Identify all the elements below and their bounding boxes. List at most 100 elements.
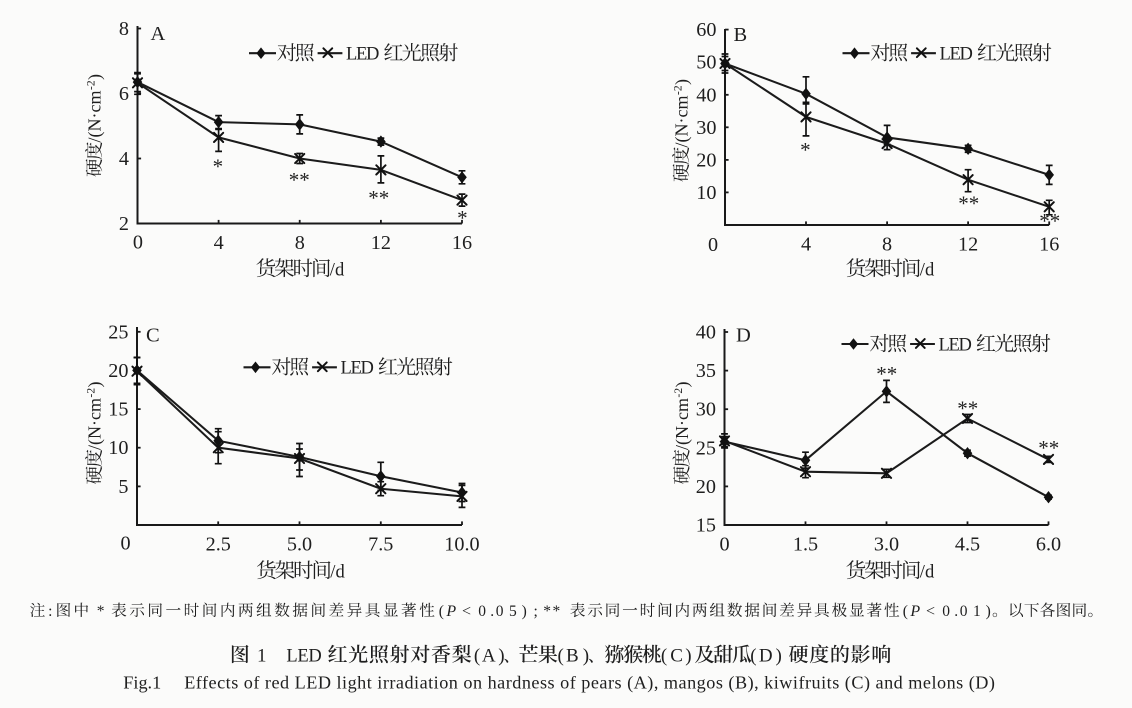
svg-text:30: 30 xyxy=(696,399,716,421)
svg-text:/(N·cm: /(N·cm xyxy=(672,398,693,450)
svg-text:*: * xyxy=(457,206,468,230)
svg-text:25: 25 xyxy=(108,321,128,343)
svg-text:**: ** xyxy=(289,168,310,192)
svg-text:*: * xyxy=(97,603,105,620)
svg-text:6.0: 6.0 xyxy=(1036,534,1061,556)
svg-text:**: ** xyxy=(543,603,562,620)
svg-text:-2: -2 xyxy=(86,388,98,398)
svg-text:5: 5 xyxy=(509,603,517,620)
svg-text:): ) xyxy=(685,646,691,667)
svg-text:0: 0 xyxy=(708,234,718,256)
svg-text:): ) xyxy=(986,603,991,620)
svg-text:0: 0 xyxy=(478,603,486,620)
svg-text:/d: /d xyxy=(330,260,345,281)
svg-text:D: D xyxy=(759,646,773,667)
svg-text:): ) xyxy=(522,603,527,620)
svg-text:*: * xyxy=(800,138,811,162)
svg-text:/(N·cm: /(N·cm xyxy=(672,96,693,148)
svg-text:15: 15 xyxy=(696,515,716,537)
svg-text:8: 8 xyxy=(119,18,129,40)
svg-text:(: ( xyxy=(661,646,667,667)
svg-text:8: 8 xyxy=(295,232,305,254)
svg-text:<: < xyxy=(926,603,935,620)
svg-text:0: 0 xyxy=(960,603,968,620)
svg-text:20: 20 xyxy=(108,360,128,382)
svg-text:-2: -2 xyxy=(86,80,98,90)
svg-text:60: 60 xyxy=(696,19,716,41)
svg-text:12: 12 xyxy=(958,234,978,256)
svg-text:10: 10 xyxy=(696,182,716,204)
svg-text:1: 1 xyxy=(973,603,981,620)
svg-text:20: 20 xyxy=(696,476,716,498)
svg-text:): ) xyxy=(85,382,106,388)
svg-text:B: B xyxy=(566,646,579,667)
svg-text:(: ( xyxy=(903,603,908,620)
svg-text:2: 2 xyxy=(119,213,129,235)
svg-text:4: 4 xyxy=(119,148,129,170)
svg-text:Effects of red LED light irrad: Effects of red LED light irradiation on … xyxy=(184,673,995,694)
svg-text:LED: LED xyxy=(939,335,972,355)
svg-text:7.5: 7.5 xyxy=(368,534,393,556)
svg-text:(: ( xyxy=(750,646,756,667)
svg-text:50: 50 xyxy=(696,52,716,74)
svg-text:16: 16 xyxy=(1039,234,1059,256)
svg-text:): ) xyxy=(672,79,693,85)
svg-text:P: P xyxy=(445,603,456,620)
svg-text:<: < xyxy=(462,603,471,620)
svg-text:.: . xyxy=(954,603,958,620)
svg-text:/(N·cm: /(N·cm xyxy=(85,91,106,143)
svg-text:10: 10 xyxy=(108,437,128,459)
svg-text:;: ; xyxy=(534,603,538,620)
svg-text:25: 25 xyxy=(696,437,716,459)
svg-text:12: 12 xyxy=(371,232,391,254)
svg-text:**: ** xyxy=(958,191,979,215)
svg-text:C: C xyxy=(670,646,683,667)
svg-text:**: ** xyxy=(957,396,978,420)
svg-text:4.5: 4.5 xyxy=(955,534,980,556)
svg-text:**: ** xyxy=(1038,436,1059,460)
svg-text:*: * xyxy=(213,154,224,178)
svg-text:LED: LED xyxy=(341,359,374,379)
svg-text:0: 0 xyxy=(133,232,143,254)
svg-text:LED: LED xyxy=(286,647,321,667)
svg-text:): ) xyxy=(583,646,589,667)
svg-text:15: 15 xyxy=(108,399,128,421)
svg-text:Fig.1: Fig.1 xyxy=(123,673,161,693)
svg-text:.: . xyxy=(490,603,494,620)
svg-text:**: ** xyxy=(876,362,897,386)
svg-text:0: 0 xyxy=(720,534,730,556)
svg-text:8: 8 xyxy=(882,234,892,256)
svg-text:2.5: 2.5 xyxy=(206,534,231,556)
svg-text:5: 5 xyxy=(118,476,128,498)
svg-text:**: ** xyxy=(1039,209,1060,233)
svg-text:0: 0 xyxy=(121,533,131,555)
svg-text:20: 20 xyxy=(696,149,716,171)
svg-text:C: C xyxy=(146,325,160,347)
svg-text:10.0: 10.0 xyxy=(444,534,479,556)
svg-text:16: 16 xyxy=(452,232,472,254)
svg-text:A: A xyxy=(482,646,496,667)
svg-text:35: 35 xyxy=(696,360,716,382)
svg-text:4: 4 xyxy=(801,234,811,256)
svg-text:40: 40 xyxy=(696,84,716,106)
svg-text:6: 6 xyxy=(119,83,129,105)
svg-text:(: ( xyxy=(474,646,480,667)
svg-text:): ) xyxy=(85,74,106,80)
svg-text:-2: -2 xyxy=(673,85,685,95)
svg-text:/(N·cm: /(N·cm xyxy=(85,398,106,450)
svg-text:-2: -2 xyxy=(673,388,685,398)
svg-text::: : xyxy=(48,603,52,620)
svg-text:3.0: 3.0 xyxy=(874,534,899,556)
svg-text:/d: /d xyxy=(920,562,935,583)
svg-text:LED: LED xyxy=(346,45,379,65)
svg-text:1: 1 xyxy=(257,646,267,667)
svg-text:(: ( xyxy=(558,646,564,667)
svg-text:P: P xyxy=(909,603,920,620)
svg-text:1.5: 1.5 xyxy=(793,534,818,556)
svg-text:40: 40 xyxy=(696,322,716,344)
svg-text:A: A xyxy=(151,23,166,45)
svg-text:5.0: 5.0 xyxy=(287,534,312,556)
svg-text:/d: /d xyxy=(330,562,345,583)
svg-text:0: 0 xyxy=(942,603,950,620)
svg-text:D: D xyxy=(736,325,751,347)
